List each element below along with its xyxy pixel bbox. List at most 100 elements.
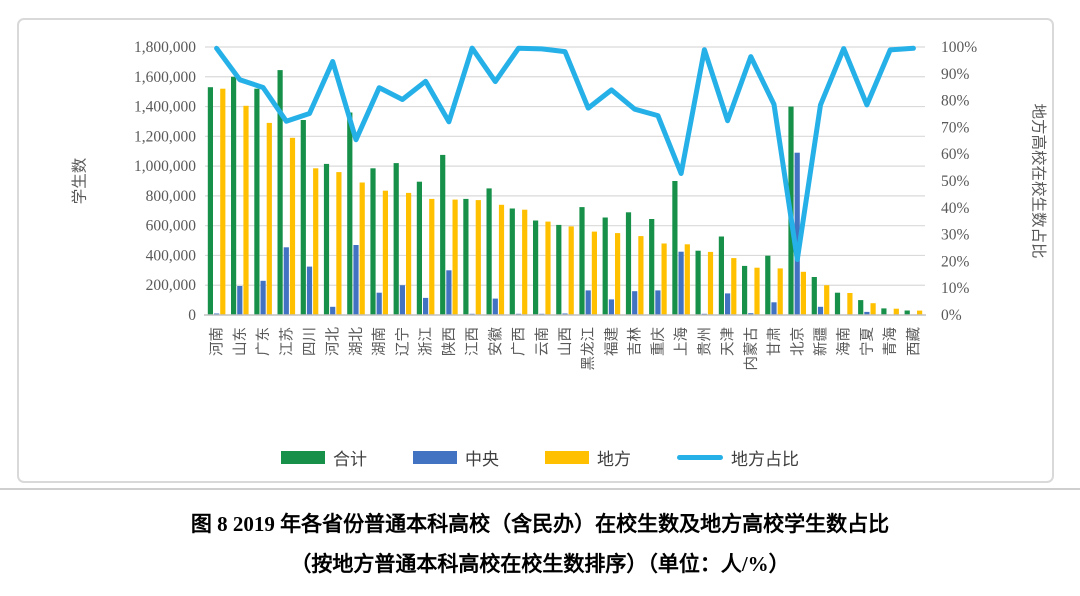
bar xyxy=(678,251,684,315)
x-tick-label: 江苏 xyxy=(278,327,295,356)
x-tick-label: 河北 xyxy=(325,327,342,356)
combo-chart: 0 200,000 400,000 600,000 800,000 1,000,000 1,… xyxy=(71,39,1048,371)
x-tick-label: 福建 xyxy=(603,327,620,356)
document-rule xyxy=(0,488,1080,490)
bars-central xyxy=(214,152,916,315)
bar xyxy=(522,209,528,315)
bar xyxy=(533,220,539,315)
x-tick-label: 陕西 xyxy=(441,327,458,356)
bar xyxy=(323,163,330,315)
bar xyxy=(289,137,296,315)
bar xyxy=(777,268,783,315)
y-right-tick-label: 50% xyxy=(941,173,970,190)
bar xyxy=(393,163,399,315)
bar xyxy=(904,310,910,315)
x-axis-labels: 河南 山东 广东 江苏 四川 河北 湖北 湖南 辽宁 浙江 陕西 江西 安徽 广西 云南 山西 黑龙江 福建 吉林重… xyxy=(209,327,923,371)
x-tick-label: 海南 xyxy=(836,327,853,356)
bar xyxy=(811,277,817,315)
bar xyxy=(283,247,289,315)
bar xyxy=(591,231,597,315)
bar xyxy=(492,298,498,315)
x-tick-label: 黑龙江 xyxy=(580,327,597,371)
y-left-tick-label: 1,200,000 xyxy=(134,128,196,145)
x-tick-label: 湖北 xyxy=(348,327,365,356)
legend-label: 合计 xyxy=(333,449,367,469)
bar xyxy=(214,313,220,315)
bar xyxy=(300,120,306,315)
caption-line-1: 图 8 2019 年各省份普通本科高校（含民办）在校生数及地方高校学生数占比 xyxy=(190,512,890,536)
x-tick-label: 天津 xyxy=(720,327,737,356)
bar xyxy=(625,212,632,315)
bar xyxy=(817,306,824,315)
bar xyxy=(486,188,492,315)
legend-item-bar: 地方 xyxy=(545,445,631,470)
bar xyxy=(731,258,737,315)
bar xyxy=(917,310,923,315)
bar xyxy=(632,291,638,315)
bar xyxy=(416,181,422,315)
x-tick-label: 甘肃 xyxy=(766,327,783,356)
x-tick-label: 广西 xyxy=(511,327,528,356)
bar xyxy=(615,233,621,315)
x-tick-label: 辽宁 xyxy=(394,327,411,356)
legend-line-marker-icon xyxy=(677,454,723,460)
y-axis-left-labels: 0 200,000 400,000 600,000 800,000 1,000,000 1,… xyxy=(134,39,196,324)
bar xyxy=(771,302,777,315)
bar xyxy=(237,286,243,315)
bar xyxy=(858,300,864,315)
bar xyxy=(707,251,714,315)
bar xyxy=(649,219,655,315)
bar xyxy=(446,270,452,315)
bar xyxy=(376,292,382,315)
bar xyxy=(695,250,701,315)
bar xyxy=(893,308,899,315)
y-right-tick-label: 40% xyxy=(941,200,970,217)
bar xyxy=(864,311,870,315)
bar xyxy=(602,217,608,315)
bar xyxy=(440,154,446,315)
bar xyxy=(359,182,365,315)
bar xyxy=(870,303,876,315)
bar xyxy=(824,285,830,315)
bar xyxy=(579,207,585,315)
bar xyxy=(608,299,614,315)
bar xyxy=(718,236,724,315)
y-left-tick-label: 0 xyxy=(188,307,196,324)
y-right-tick-label: 100% xyxy=(941,39,977,56)
bar xyxy=(509,208,515,315)
bar xyxy=(406,192,412,315)
bar xyxy=(429,198,435,315)
legend-label: 中央 xyxy=(465,449,499,469)
x-tick-label: 安徽 xyxy=(487,327,504,356)
bar xyxy=(881,308,887,315)
bar xyxy=(568,226,574,315)
bar xyxy=(545,221,551,315)
bar xyxy=(672,181,678,315)
x-tick-label: 宁夏 xyxy=(859,327,876,356)
x-tick-label: 湖南 xyxy=(371,327,388,356)
y-left-tick-label: 1,000,000 xyxy=(134,158,196,175)
y-right-tick-label: 80% xyxy=(941,93,970,110)
bar xyxy=(399,285,405,315)
x-tick-label: 广东 xyxy=(255,327,272,356)
y-left-tick-label: 1,400,000 xyxy=(134,99,196,116)
bar xyxy=(725,293,731,315)
bar xyxy=(834,292,841,315)
legend-swatch-icon xyxy=(281,450,325,464)
bar xyxy=(347,112,353,315)
y-right-tick-label: 60% xyxy=(941,146,970,163)
bar xyxy=(243,105,249,315)
bar xyxy=(556,224,562,315)
bar xyxy=(765,255,771,315)
x-tick-label: 新疆 xyxy=(812,327,829,356)
x-tick-label: 重庆 xyxy=(650,327,667,356)
x-tick-label: 云南 xyxy=(534,327,551,356)
caption-line-2: （按地方普通本科高校在校生数排序）（单位：人/%） xyxy=(290,552,790,576)
bar xyxy=(684,244,690,315)
bar xyxy=(475,200,481,315)
bar xyxy=(370,168,376,315)
bar xyxy=(794,152,800,315)
legend-swatch-icon xyxy=(545,450,589,464)
y-right-tick-label: 0% xyxy=(941,307,962,324)
